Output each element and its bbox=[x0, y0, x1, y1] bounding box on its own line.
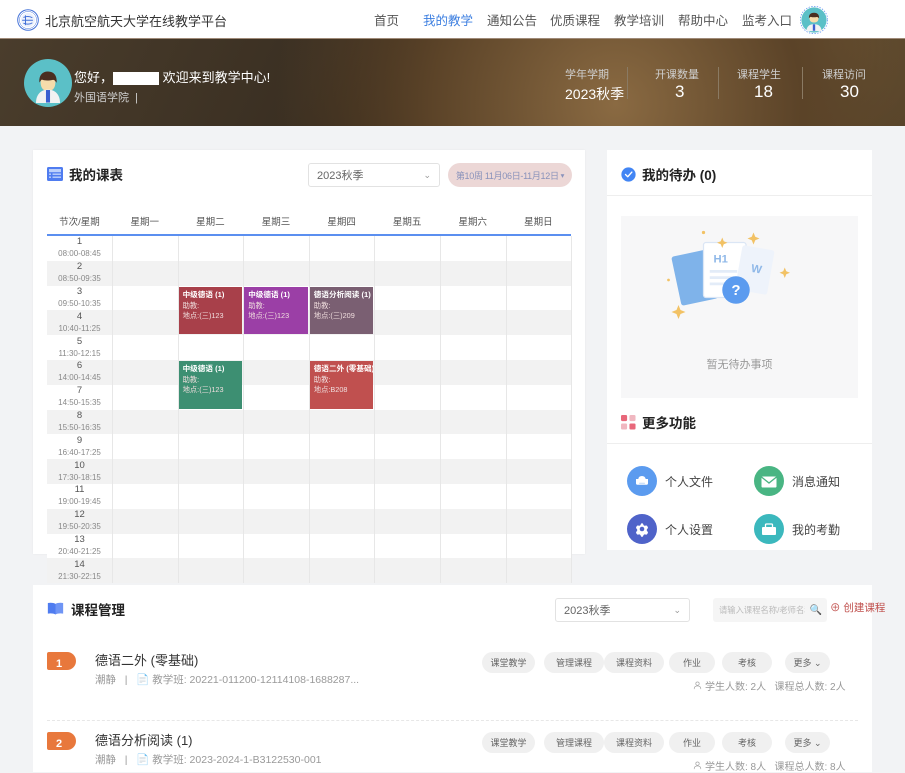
svg-text:2: 2 bbox=[56, 738, 62, 750]
svg-text:1: 1 bbox=[56, 658, 62, 670]
svg-text:?: ? bbox=[731, 282, 740, 299]
svg-text:H1: H1 bbox=[714, 254, 728, 266]
